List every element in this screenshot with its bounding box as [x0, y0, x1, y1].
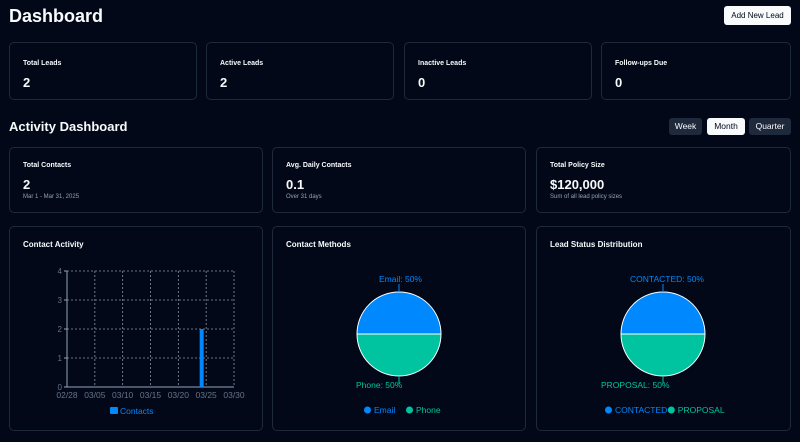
y-tick-label: 1 [58, 354, 63, 363]
contact-methods-chart: Email: 50% Phone: 50% Email Phone [356, 274, 442, 415]
metric-subtext: Sum of all lead policy sizes [550, 194, 623, 200]
metric-value: 0.1 [286, 177, 305, 192]
stat-value: 0 [615, 75, 623, 90]
x-tick-label: 03/05 [84, 390, 106, 400]
pie-slice-proposal [620, 333, 706, 377]
pie-label-phone: Phone: 50% [356, 380, 403, 390]
y-tick-label: 0 [58, 383, 63, 392]
stat-card-total-leads: Total Leads 2 [9, 42, 197, 100]
metric-label: Total Contacts [23, 162, 72, 169]
page-title: Dashboard [9, 6, 104, 26]
lead-status-card: Lead Status Distribution CONTACTED: 50% P… [536, 226, 791, 431]
x-tick-label: 03/20 [168, 390, 190, 400]
range-week-button[interactable]: Week [669, 118, 702, 135]
chart-title: Lead Status Distribution [550, 240, 643, 249]
stat-label: Active Leads [220, 60, 264, 67]
stat-value: 2 [23, 75, 31, 90]
lead-status-chart: CONTACTED: 50% PROPOSAL: 50% CONTACTED PROP… [601, 274, 725, 415]
y-tick-label: 4 [58, 267, 63, 276]
metric-label: Total Policy Size [550, 162, 605, 169]
legend-swatch-email [364, 406, 371, 414]
metric-value: $120,000 [550, 177, 605, 192]
contact-activity-card: Contact Activity 0 1 2 3 4 02/28 03/05 03/10 03/… [9, 226, 263, 431]
contact-activity-chart: 0 1 2 3 4 02/28 03/05 03/10 03/15 03/20 03/25 03/30… [56, 267, 245, 416]
legend-label-phone: Phone [416, 405, 441, 415]
legend-swatch-proposal [667, 406, 675, 414]
stat-label: Total Leads [23, 60, 62, 67]
range-month-button[interactable]: Month [707, 118, 745, 135]
stat-card-active-leads: Active Leads 2 [206, 42, 394, 100]
legend-label-contacted: CONTACTED [615, 405, 667, 415]
stat-card-inactive-leads: Inactive Leads 0 [404, 42, 592, 100]
add-new-lead-button[interactable]: Add New Lead [724, 6, 791, 25]
stat-card-follow-ups-due: Follow-ups Due 0 [601, 42, 791, 100]
stat-value: 0 [418, 75, 426, 90]
legend-swatch-contacts [110, 407, 118, 414]
legend-label-proposal: PROPOSAL [678, 405, 725, 415]
pie-label-email: Email: 50% [379, 274, 422, 284]
chart-title: Contact Activity [23, 240, 84, 249]
y-tick-label: 3 [58, 296, 63, 305]
metric-subtext: Over 31 days [286, 194, 322, 200]
x-tick-label: 03/25 [196, 390, 218, 400]
legend-swatch-phone [406, 406, 413, 414]
pie-label-contacted: CONTACTED: 50% [630, 274, 704, 284]
range-quarter-button[interactable]: Quarter [749, 118, 791, 135]
stat-value: 2 [220, 75, 228, 90]
chart-title: Contact Methods [286, 240, 351, 249]
stat-label: Inactive Leads [418, 60, 467, 67]
metric-value: 2 [23, 177, 31, 192]
metric-card-total-policy-size: Total Policy Size $120,000 Sum of all le… [536, 147, 791, 213]
metric-card-total-contacts: Total Contacts 2 Mar 1 - Mar 31, 2025 [9, 147, 263, 213]
metric-label: Avg. Daily Contacts [286, 162, 352, 169]
activity-dashboard-title: Activity Dashboard [9, 119, 128, 134]
x-tick-label: 03/30 [223, 390, 245, 400]
contact-methods-card: Contact Methods Email: 50% Phone: 50% Emai… [272, 226, 526, 431]
legend-label-email: Email [374, 405, 395, 415]
bar-contacts [199, 329, 204, 387]
pie-slice-contacted [620, 291, 706, 335]
pie-slice-email [356, 291, 442, 335]
metric-subtext: Mar 1 - Mar 31, 2025 [23, 194, 80, 200]
legend-swatch-contacted [605, 406, 612, 414]
pie-label-proposal: PROPOSAL: 50% [601, 380, 670, 390]
y-tick-label: 2 [58, 325, 63, 334]
x-tick-label: 03/15 [140, 390, 162, 400]
pie-slice-phone [356, 333, 442, 377]
x-tick-label: 03/10 [112, 390, 134, 400]
metric-card-avg-daily-contacts: Avg. Daily Contacts 0.1 Over 31 days [272, 147, 526, 213]
stat-label: Follow-ups Due [615, 60, 668, 67]
legend-label-contacts: Contacts [120, 406, 154, 416]
x-tick-label: 02/28 [56, 390, 78, 400]
